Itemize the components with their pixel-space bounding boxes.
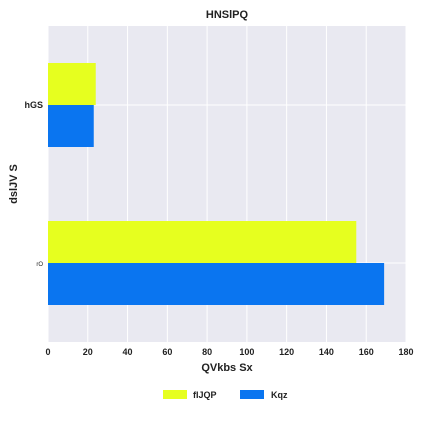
- bar-fijqp-hgs: [48, 63, 96, 105]
- legend-swatch-fijqp: [163, 390, 187, 399]
- grid-lines: [47, 26, 407, 342]
- legend-label-fijqp: fIJQP: [193, 390, 217, 400]
- y-tick-labels: hGS rO: [24, 100, 43, 268]
- x-tick-label: 0: [45, 347, 50, 357]
- legend-label-kqz: Kqz: [271, 390, 288, 400]
- x-axis-label: QVkbs Sx: [201, 362, 253, 374]
- x-tick-label: 80: [202, 347, 212, 357]
- y-tick-label: hGS: [24, 100, 43, 110]
- legend: fIJQP Kqz: [163, 390, 288, 400]
- bar-kqz-hgs: [48, 105, 94, 147]
- chart-title: HNSlPQ: [206, 9, 249, 21]
- x-tick-label: 40: [123, 347, 133, 357]
- x-tick-label: 20: [83, 347, 93, 357]
- bars: [48, 63, 385, 305]
- y-tick-label: rO: [36, 262, 43, 268]
- x-tick-label: 180: [398, 347, 413, 357]
- x-tick-labels: 0 20 40 60 80 100 120 140 160 180: [45, 347, 413, 357]
- x-tick-label: 140: [319, 347, 334, 357]
- y-axis-label: dslJV S: [8, 164, 20, 204]
- x-tick-label: 100: [239, 347, 254, 357]
- x-tick-label: 160: [359, 347, 374, 357]
- x-tick-label: 60: [162, 347, 172, 357]
- legend-swatch-kqz: [240, 390, 264, 399]
- x-tick-label: 120: [279, 347, 294, 357]
- bar-fijqp-ro: [48, 221, 357, 263]
- bar-kqz-ro: [48, 263, 385, 305]
